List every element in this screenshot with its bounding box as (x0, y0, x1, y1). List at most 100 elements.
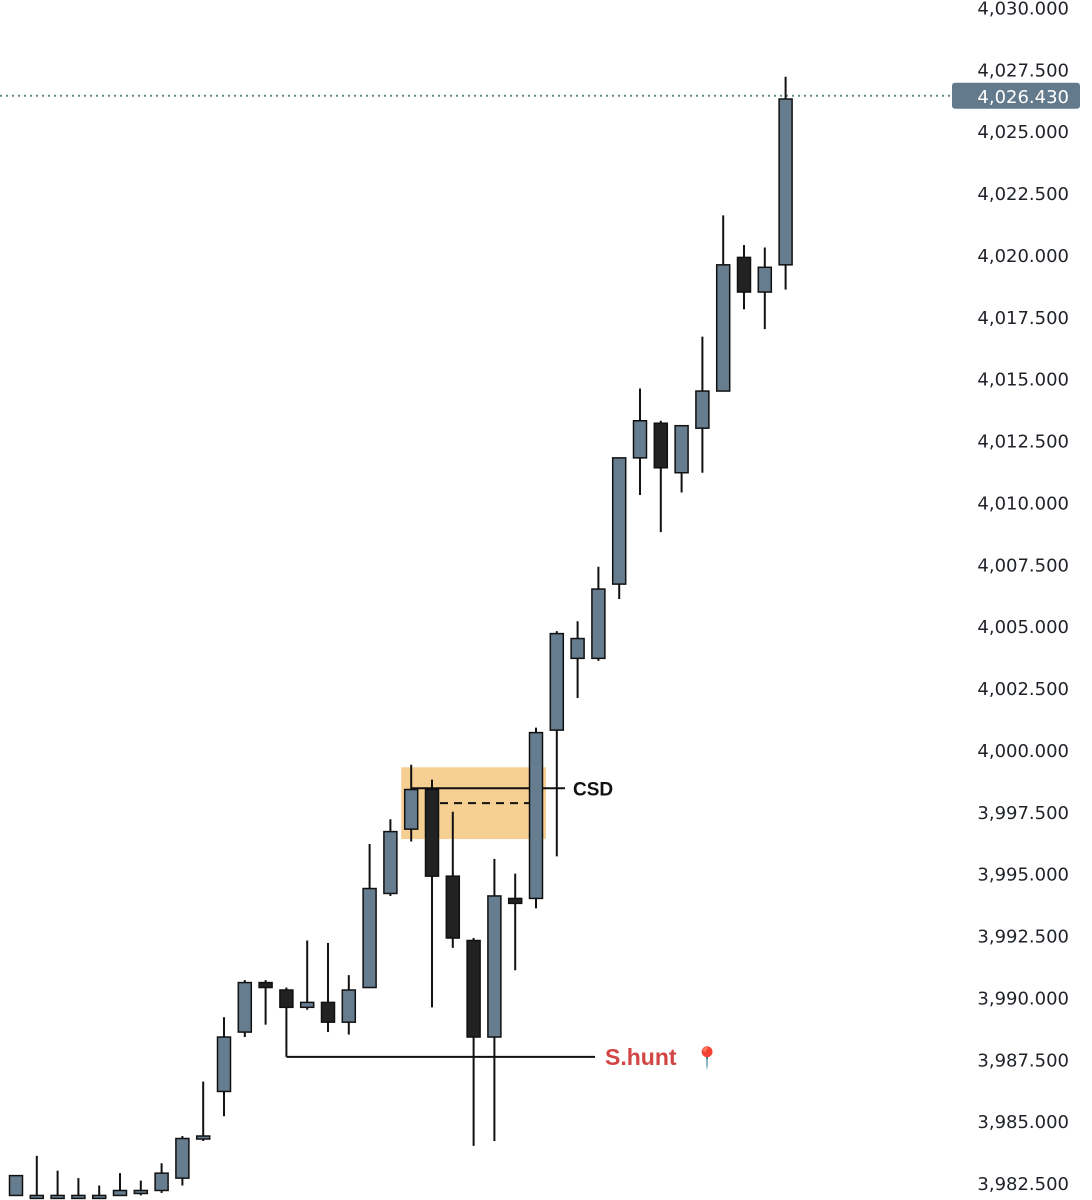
y-tick-label: 3,987.500 (977, 1050, 1069, 1071)
candle-body-bullish (154, 1172, 169, 1192)
candle-body-bullish (591, 588, 606, 660)
candle (611, 457, 627, 599)
candle-body-bullish (362, 887, 377, 989)
candle (528, 727, 544, 909)
candle (507, 873, 523, 971)
candle-body-bearish (466, 939, 481, 1038)
candle (299, 940, 315, 1010)
candle (757, 247, 773, 330)
y-tick-label: 3,995.000 (977, 865, 1069, 886)
candle-body-bullish (695, 390, 710, 429)
candle (383, 819, 398, 896)
candle-body-bullish (632, 420, 648, 459)
candle (320, 942, 336, 1033)
candle (362, 843, 377, 989)
candle (570, 621, 585, 698)
candle (71, 1178, 86, 1200)
candle-body-bearish (424, 788, 440, 877)
candle (653, 420, 669, 533)
candle-body-bullish (528, 731, 544, 900)
y-tick-label: 4,005.000 (977, 617, 1069, 638)
y-tick-label: 4,015.000 (977, 370, 1069, 391)
candle (279, 987, 294, 1009)
candle-body-bullish (757, 266, 773, 293)
candle (195, 1081, 211, 1141)
y-tick-label: 4,007.500 (977, 555, 1069, 576)
candle-body-bullish (611, 457, 627, 585)
y-tick-label: 3,992.500 (977, 927, 1069, 948)
current-price-tag: 4,026.430 (952, 82, 1080, 109)
candle-body-bullish (237, 981, 253, 1033)
candle-body-bullish (71, 1194, 86, 1200)
candle (341, 975, 357, 1035)
candle-body-bullish (487, 895, 502, 1038)
candle (466, 938, 481, 1146)
y-tick-label: 4,027.500 (977, 60, 1069, 81)
candle-body-bearish (320, 1001, 336, 1023)
candle-body-bearish (445, 875, 461, 939)
candle-body-bullish (299, 1001, 315, 1009)
candle-body-bullish (341, 989, 357, 1023)
candle-body-bullish (29, 1194, 45, 1200)
candle-body-bearish (258, 981, 273, 989)
candle (487, 858, 502, 1141)
y-tick-label: 4,025.000 (977, 122, 1069, 143)
y-tick-label: 3,985.000 (977, 1112, 1069, 1133)
csd-label: CSD (573, 779, 613, 800)
candle-body-bullish (549, 632, 565, 731)
candle-body-bearish (507, 897, 523, 905)
candle-body-bearish (653, 422, 669, 469)
stop-hunt-label: S.hunt (605, 1044, 677, 1070)
candle-body-bullish (112, 1189, 128, 1197)
y-tick-label: 4,030.000 (977, 0, 1069, 19)
candle (778, 76, 793, 290)
candle (549, 631, 565, 857)
y-tick-label: 4,002.500 (977, 679, 1069, 700)
candle (112, 1173, 128, 1197)
candle-body-bullish (674, 424, 689, 474)
candle (50, 1170, 65, 1200)
candle (736, 245, 752, 310)
candle-body-bullish (8, 1174, 24, 1197)
y-tick-label: 3,997.500 (977, 803, 1069, 824)
y-tick-label: 3,982.500 (977, 1174, 1069, 1195)
candles-layer (8, 76, 793, 1200)
candle (695, 336, 710, 473)
candle-body-bullish (403, 788, 419, 830)
candle (133, 1180, 149, 1196)
price-axis[interactable]: 4,030.000 4,027.500 4,025.000 4,022.500 4,02… (977, 0, 1069, 1195)
candle (445, 811, 461, 948)
y-tick-label: 4,022.500 (977, 184, 1069, 205)
candle-body-bullish (570, 637, 585, 660)
candle (591, 566, 606, 661)
candle (715, 215, 731, 392)
current-price-tag-box (952, 82, 1080, 109)
candle-body-bullish (133, 1189, 149, 1195)
current-price-tag-label: 4,026.430 (977, 87, 1069, 108)
y-tick-label: 3,990.000 (977, 988, 1069, 1009)
y-tick-label: 4,017.500 (977, 308, 1069, 329)
candle-body-bearish (736, 256, 752, 293)
candle (175, 1136, 190, 1186)
y-tick-label: 4,000.000 (977, 741, 1069, 762)
candle (8, 1174, 24, 1197)
candle (91, 1185, 107, 1200)
candle (154, 1163, 169, 1193)
candle (216, 1017, 232, 1117)
y-tick-label: 4,012.500 (977, 432, 1069, 453)
candle (632, 388, 648, 495)
candle-body-bullish (778, 98, 793, 266)
candle-body-bullish (91, 1194, 107, 1200)
candle-body-bearish (279, 989, 294, 1009)
candle-body-bullish (195, 1135, 211, 1140)
candle (403, 764, 419, 842)
candle (29, 1155, 45, 1200)
candle (424, 779, 440, 1008)
candle-body-bullish (715, 264, 731, 392)
candle-body-bullish (175, 1137, 190, 1179)
candle-body-bullish (216, 1036, 232, 1093)
pushpin-icon: 📍 (694, 1045, 720, 1070)
candle-body-bullish (383, 830, 398, 895)
candle (674, 424, 689, 493)
